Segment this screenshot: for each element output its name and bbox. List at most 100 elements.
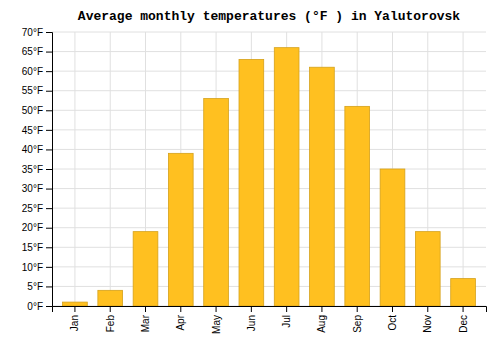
x-tick: Dec [458,306,469,333]
x-tick-label: Sep [352,315,363,333]
y-tick: 20°F [22,222,52,233]
grid-line-y [52,188,486,189]
y-tick-mark [46,267,52,268]
grid-line-y [52,149,486,150]
x-tick-label: May [211,315,222,334]
bar [310,67,335,306]
y-tick: 50°F [22,105,52,116]
x-tick-mark [321,306,322,312]
y-tick: 0°F [27,301,52,312]
y-tick: 25°F [22,203,52,214]
grid-line-y [52,71,486,72]
y-tick-mark [46,169,52,170]
x-tick: Apr [175,306,186,331]
title: Average monthly temperatures (°F ) in Ya… [78,9,460,24]
y-tick-label: 35°F [22,164,43,175]
bar [451,279,476,306]
x-tick-mark [286,306,287,312]
y-tick-mark [46,208,52,209]
chart: 0°F 5°F 10°F 15°F 20°F 25°F 30°F 35°F 40°F 45°F 50… [0,0,500,350]
grid-line-x [110,32,111,306]
y-tick-mark [46,91,52,92]
x-tick-label: Apr [175,314,186,330]
x-axis: Jan Feb Mar Apr May Jun Jul Aug Sep Oct Nov Dec [53,306,487,334]
x-tick-label: Jul [281,315,292,328]
x-tick: Aug [316,306,327,333]
y-tick-label: 55°F [22,85,43,96]
y-tick-mark [46,306,52,307]
x-tick-label: Jun [246,315,257,331]
y-tick-label: 50°F [22,105,43,116]
y-tick-label: 10°F [22,262,43,273]
bar [98,290,123,306]
bar [274,48,299,306]
y-tick-mark [46,32,52,33]
x-tick: Jun [246,306,257,331]
y-tick-label: 45°F [22,125,43,136]
y-tick: 65°F [22,46,52,57]
grid-line-y [52,227,486,228]
y-tick-label: 5°F [27,281,43,292]
y-tick: 45°F [22,125,52,136]
x-tick-label: Aug [316,315,327,333]
grid-line-y [52,90,486,91]
grid-line-y [52,32,486,33]
x-tick: Jan [69,306,80,331]
x-tick-label: Nov [422,315,433,333]
grid-line-y [52,169,486,170]
y-tick-mark [46,71,52,72]
x-tick: Oct [387,306,398,331]
x-tick: Feb [105,306,116,332]
x-tick-label: Jan [69,315,80,331]
y-tick-label: 40°F [22,144,43,155]
y-tick-label: 30°F [22,183,43,194]
plot: 0°F 5°F 10°F 15°F 20°F 25°F 30°F 35°F 40°F 45°F 50… [22,27,487,334]
y-tick: 70°F [22,27,52,38]
x-tick-mark [463,306,464,312]
x-tick-mark [145,306,146,312]
y-tick: 30°F [22,183,52,194]
grid-line-y [52,129,486,130]
bar [239,59,264,306]
y-tick-mark [46,110,52,111]
y-tick: 60°F [22,66,52,77]
x-axis-line [53,307,487,313]
y-tick-label: 15°F [22,242,43,253]
y-tick-label: 65°F [22,46,43,57]
y-tick-mark [46,52,52,53]
bar [345,106,370,306]
y-tick-label: 25°F [22,203,43,214]
x-tick-mark [74,306,75,312]
y-tick: 35°F [22,164,52,175]
x-tick-mark [427,306,428,312]
x-tick: May [211,306,222,334]
grid-line-y [52,51,486,52]
y-tick-label: 20°F [22,222,43,233]
y-tick: 10°F [22,262,52,273]
bar [380,169,405,306]
x-tick-mark [110,306,111,312]
x-tick-label: Dec [458,315,469,333]
y-tick-mark [46,130,52,131]
x-tick-mark [251,306,252,312]
grid-line-x [463,32,464,306]
x-tick: Mar [140,306,151,332]
y-tick: 15°F [22,242,52,253]
bar [63,302,88,306]
y-tick-label: 0°F [27,301,43,312]
x-tick-mark [180,306,181,312]
bar [133,232,158,306]
x-tick-label: Mar [140,314,151,332]
x-tick-mark [392,306,393,312]
grid-line-x [74,32,75,306]
y-tick-label: 70°F [22,27,43,38]
y-axis-line [46,33,53,307]
grid-line-y [52,208,486,209]
y-tick-label: 60°F [22,66,43,77]
grid [52,32,486,306]
y-tick-mark [46,247,52,248]
y-tick: 40°F [22,144,52,155]
bar [415,232,440,306]
y-tick: 55°F [22,85,52,96]
grid-line-y [52,110,486,111]
